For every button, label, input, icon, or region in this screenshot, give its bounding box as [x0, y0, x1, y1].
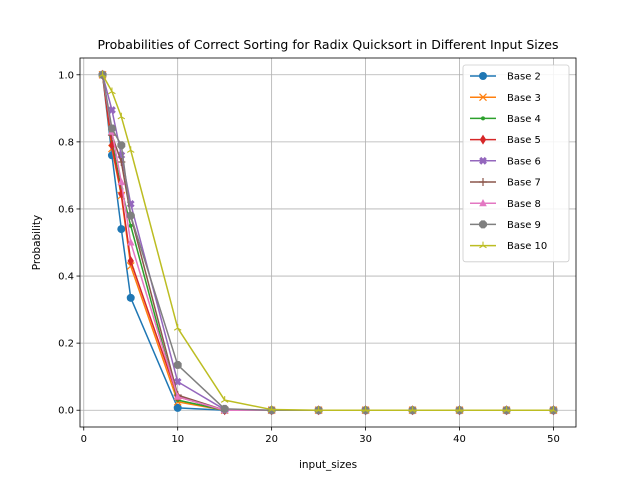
x-tick-label: 10	[171, 434, 184, 445]
data-point-base-8	[173, 392, 182, 400]
x-tick-label: 40	[453, 434, 466, 445]
y-tick-label: 0.0	[58, 406, 74, 417]
series-base-10	[98, 70, 558, 413]
x-tick-label: 50	[547, 434, 560, 445]
legend-marker	[479, 156, 487, 165]
legend-marker	[479, 134, 487, 145]
legend-marker	[479, 72, 487, 80]
series-lines	[98, 69, 558, 416]
legend-label: Base 10	[507, 241, 547, 252]
y-axis-label: Probability	[31, 215, 43, 271]
data-point-base-8	[117, 177, 126, 186]
legend-marker	[479, 241, 487, 249]
legend-item-base-2: Base 2	[470, 72, 541, 83]
legend-marker	[479, 220, 487, 229]
x-tick-label: 30	[359, 434, 372, 445]
data-point-base-9	[173, 360, 182, 369]
legend-item-base-4: Base 4	[470, 114, 541, 125]
legend-marker	[479, 199, 487, 207]
data-point-base-10	[108, 87, 116, 95]
data-point-base-10	[173, 324, 182, 331]
plot-frame	[79, 57, 577, 428]
legend-label: Base 7	[507, 178, 541, 189]
legend-marker	[479, 178, 487, 186]
data-point-base-10	[408, 406, 417, 413]
data-point-base-10	[455, 406, 464, 413]
x-tick-label: 0	[81, 434, 87, 445]
legend: Base 2 Base 3 Base 4 Base 5 Base 6 Base 7 Base…	[462, 64, 570, 263]
chart-title: Probabilities of Correct Sorting for Rad…	[97, 37, 558, 52]
data-point-base-5	[108, 140, 116, 151]
legend-item-base-5: Base 5	[470, 134, 541, 146]
legend-box	[462, 64, 570, 263]
legend-item-base-8: Base 8	[470, 199, 541, 210]
axis-ticks: 0 10 20 30 40 50 0.0 0.2 0.4 0.6 0.8 1.0	[58, 70, 560, 445]
legend-label: Base 5	[507, 135, 541, 146]
y-tick-label: 0.8	[58, 137, 74, 148]
legend-label: Base 9	[507, 220, 541, 231]
data-point-base-10	[361, 406, 370, 413]
legend-label: Base 6	[507, 156, 541, 167]
data-point-base-2	[126, 293, 135, 302]
legend-item-base-9: Base 9	[470, 220, 541, 231]
data-point-base-10	[549, 406, 558, 413]
data-point-base-10	[267, 405, 276, 413]
data-point-base-8	[126, 238, 135, 246]
legend-item-base-6: Base 6	[470, 156, 541, 167]
data-point-base-6	[173, 377, 182, 386]
y-tick-label: 0.4	[58, 272, 74, 283]
data-point-base-4	[128, 223, 133, 228]
legend-label: Base 8	[507, 199, 541, 210]
legend-marker	[481, 116, 485, 121]
data-point-base-9	[220, 404, 229, 413]
legend-item-base-7: Base 7	[470, 178, 541, 189]
x-axis-label: input_sizes	[299, 459, 357, 471]
y-tick-label: 0.6	[58, 204, 74, 215]
data-point-base-5	[127, 255, 134, 266]
data-point-base-2	[173, 403, 182, 412]
data-point-base-10	[117, 112, 126, 120]
data-point-base-9	[126, 211, 135, 220]
data-point-base-2	[117, 225, 126, 234]
data-point-base-10	[126, 146, 135, 153]
legend-label: Base 3	[507, 93, 541, 104]
legend-label: Base 4	[507, 114, 541, 125]
data-point-base-10	[502, 406, 511, 413]
legend-item-base-3: Base 3	[470, 93, 541, 104]
data-point-base-10	[98, 70, 107, 78]
legend-label: Base 2	[507, 72, 541, 83]
y-tick-label: 0.2	[58, 339, 74, 350]
data-point-base-9	[107, 124, 116, 133]
y-tick-label: 1.0	[58, 70, 74, 81]
data-point-base-10	[314, 406, 323, 413]
data-point-base-6	[108, 106, 116, 114]
data-point-base-9	[117, 141, 126, 150]
x-tick-label: 20	[265, 434, 278, 445]
legend-item-base-10: Base 10	[470, 241, 547, 252]
legend-marker	[479, 93, 487, 102]
data-point-base-10	[220, 396, 229, 403]
